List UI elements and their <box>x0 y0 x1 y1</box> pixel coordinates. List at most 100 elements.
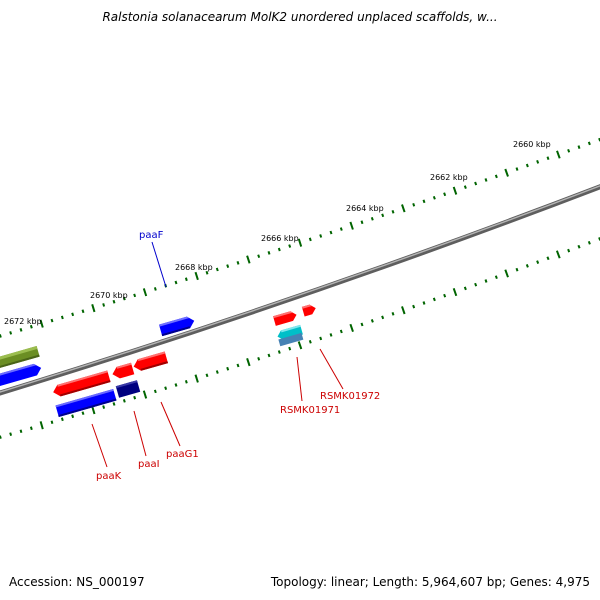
gene-paaK-blue[interactable] <box>55 388 117 418</box>
outer-tick-5 <box>39 319 44 328</box>
inner-tick-36 <box>360 322 364 327</box>
inner-tick-4 <box>29 426 33 431</box>
leader-line-rsmk01971 <box>296 356 303 402</box>
outer-tick-19 <box>184 277 188 282</box>
inner-tick-48 <box>484 279 488 283</box>
gene-paaK-red[interactable] <box>52 370 111 399</box>
gene-paaG1-red[interactable] <box>132 351 168 373</box>
gene-rsmk-steel[interactable] <box>278 332 304 347</box>
inner-tick-18 <box>174 383 178 387</box>
outer-tick-31 <box>308 237 312 242</box>
inner-tick-24 <box>236 363 240 368</box>
tick-label-2668: 2668 kbp <box>175 263 213 272</box>
outer-tick-38 <box>381 213 385 218</box>
gene-label-paaF[interactable]: paaF <box>139 230 164 241</box>
map-title: Ralstonia solanacearum MolK2 unordered u… <box>102 10 498 24</box>
inner-tick-57 <box>577 244 581 249</box>
gene-rsmk-red-upper-a[interactable] <box>273 310 298 326</box>
outer-tick-36 <box>360 220 364 225</box>
outer-tick-56 <box>567 148 571 153</box>
outer-tick-49 <box>494 174 498 179</box>
outer-tick-33 <box>329 230 333 235</box>
outer-tick-8 <box>71 312 75 317</box>
gene-paaI-red[interactable] <box>111 362 135 380</box>
outer-tick-29 <box>288 244 292 248</box>
inner-tick-22 <box>215 370 219 374</box>
inner-tick-10 <box>91 406 96 415</box>
inner-tick-58 <box>587 240 591 245</box>
gene-blue-forward-left[interactable] <box>0 362 43 387</box>
inner-tick-55 <box>555 250 561 259</box>
outer-tick-23 <box>226 264 230 269</box>
gene-label-paaK[interactable]: paaK <box>96 471 122 482</box>
outer-tick-55 <box>556 150 561 159</box>
inner-tick-44 <box>443 293 447 298</box>
leader-line-paaG1 <box>160 401 181 447</box>
gene-paaF[interactable] <box>158 315 196 337</box>
outer-tick-34 <box>339 227 343 231</box>
outer-tick-37 <box>370 216 374 221</box>
outer-tick-ring <box>0 137 600 338</box>
outer-tick-52 <box>525 163 529 168</box>
inner-tick-53 <box>536 260 540 264</box>
inner-tick-17 <box>164 386 168 390</box>
outer-tick-24 <box>236 260 240 265</box>
inner-tick-32 <box>319 336 323 341</box>
gene-label-rsmk01971[interactable]: RSMK01971 <box>280 405 340 416</box>
outer-tick-15 <box>142 288 148 297</box>
inner-tick-49 <box>494 275 498 280</box>
outer-tick-26 <box>257 254 261 259</box>
inner-tick-27 <box>267 353 271 358</box>
inner-tick-3 <box>19 429 23 434</box>
leader-line-paaK <box>91 423 108 468</box>
inner-tick-51 <box>515 267 519 272</box>
inner-tick-50 <box>504 269 509 278</box>
outer-tick-32 <box>319 234 323 238</box>
tick-label-2664: 2664 kbp <box>346 204 384 213</box>
accession-text: Accession: NS_000197 <box>9 575 145 589</box>
outer-tick-51 <box>515 167 519 171</box>
gene-olive-forward[interactable] <box>0 345 40 369</box>
outer-tick-21 <box>205 270 209 275</box>
inner-tick-56 <box>567 248 571 253</box>
inner-tick-15 <box>142 390 148 399</box>
topology-text: Topology: linear; Length: 5,964,607 bp; … <box>270 575 590 589</box>
outer-tick-16 <box>153 287 157 291</box>
inner-tick-6 <box>50 420 54 425</box>
inner-tick-30 <box>297 341 303 350</box>
inner-tick-37 <box>370 319 374 323</box>
inner-tick-42 <box>422 301 426 305</box>
leader-line-paaF <box>151 241 167 288</box>
gene-label-paaI[interactable]: paaI <box>138 459 160 470</box>
inner-tick-1 <box>0 435 2 439</box>
outer-tick-28 <box>277 247 281 252</box>
outer-tick-50 <box>504 168 509 177</box>
gene-label-paaG1[interactable]: paaG1 <box>166 449 199 460</box>
inner-tick-11 <box>102 405 106 409</box>
tick-label-2666: 2666 kbp <box>261 234 299 243</box>
outer-tick-7 <box>60 315 64 320</box>
leader-line-paaI <box>133 410 147 457</box>
outer-tick-41 <box>412 202 416 207</box>
outer-tick-6 <box>50 318 54 323</box>
inner-tick-45 <box>452 287 458 297</box>
inner-tick-25 <box>246 357 251 367</box>
inner-tick-23 <box>226 366 230 371</box>
inner-tick-52 <box>525 264 529 268</box>
outer-tick-12 <box>112 299 116 304</box>
outer-tick-30 <box>297 238 303 247</box>
outer-tick-27 <box>267 250 271 255</box>
outer-tick-42 <box>422 199 426 204</box>
gene-rsmk-red-upper-b[interactable] <box>301 303 317 317</box>
tick-label-2662: 2662 kbp <box>430 173 468 182</box>
outer-tick-1 <box>0 334 2 338</box>
outer-tick-10 <box>91 304 96 313</box>
inner-tick-29 <box>288 346 292 351</box>
outer-tick-53 <box>536 159 540 164</box>
outer-tick-47 <box>474 181 478 186</box>
gene-paaI-navy[interactable] <box>115 380 141 398</box>
gene-label-rsmk01972[interactable]: RSMK01972 <box>320 391 380 402</box>
inner-tick-9 <box>81 411 85 416</box>
